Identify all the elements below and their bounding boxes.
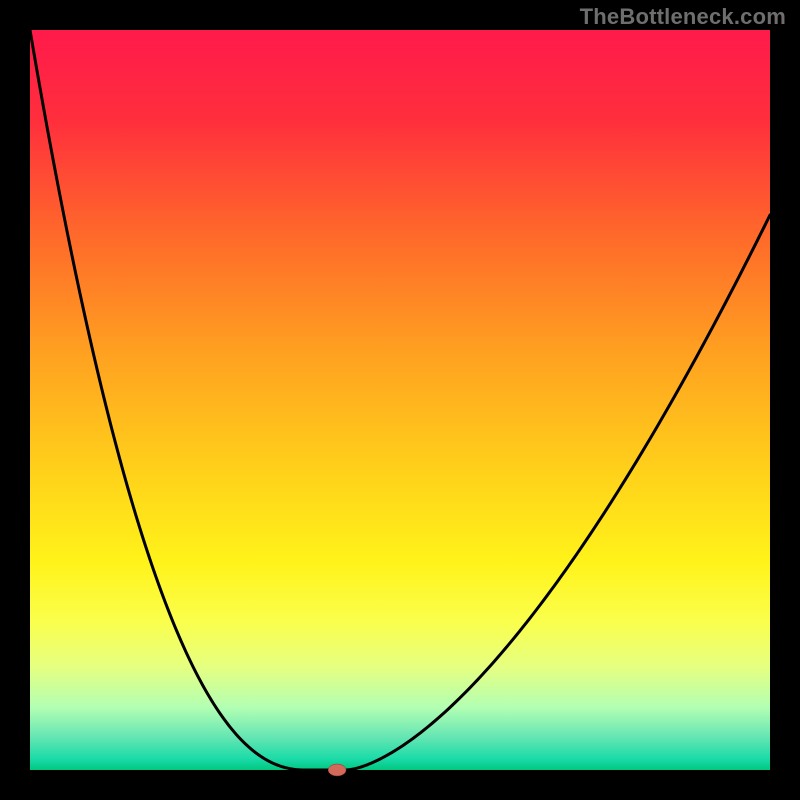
chart-frame: TheBottleneck.com [0,0,800,800]
valley-marker [328,764,346,776]
bottleneck-chart [0,0,800,800]
gradient-background [30,30,770,770]
watermark-text: TheBottleneck.com [580,4,786,30]
